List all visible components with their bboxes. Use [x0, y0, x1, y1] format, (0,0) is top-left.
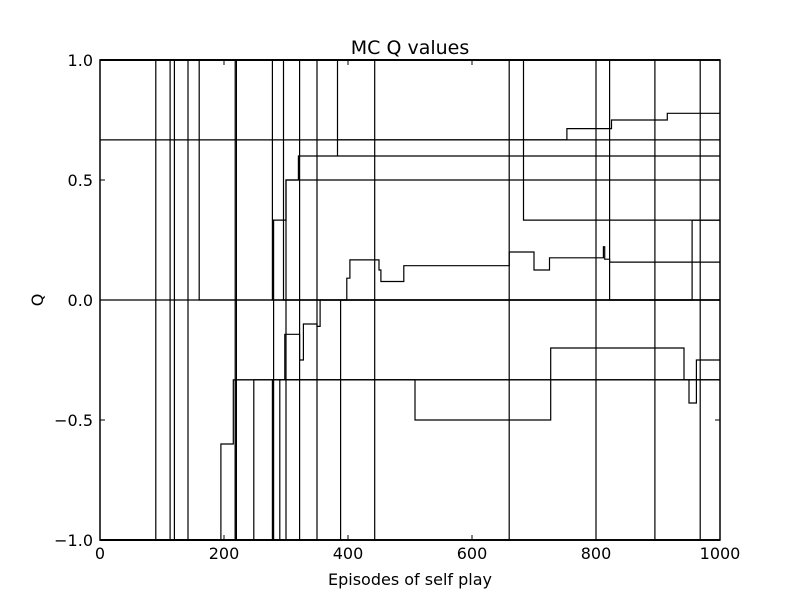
x-tick-label: 600: [457, 544, 488, 563]
y-tick-label: −1.0: [54, 531, 93, 550]
series-line-28: [100, 219, 720, 301]
x-tick-label: 800: [581, 544, 612, 563]
series-line-18: [100, 59, 720, 156]
x-tick-label: 1000: [700, 544, 741, 563]
plot-frame: [99, 59, 721, 541]
series-line-19: [100, 246, 720, 541]
y-axis-label: Q: [28, 294, 47, 307]
series-line-11: [100, 179, 720, 541]
series-line-9: [100, 379, 720, 541]
series-line-14: [100, 379, 720, 541]
x-tick-label: 400: [333, 544, 364, 563]
plot-area: [99, 59, 721, 541]
x-tick-label: 200: [209, 544, 240, 563]
series-line-24: [100, 112, 720, 141]
y-tick-label: 0.0: [68, 291, 93, 310]
x-tick-label: 0: [95, 544, 105, 563]
series-line-6: [100, 379, 720, 541]
series-line-21: [100, 347, 720, 541]
y-tick-label: −0.5: [54, 411, 93, 430]
y-tick-label: 0.5: [68, 171, 93, 190]
y-tick-label: 1.0: [68, 51, 93, 70]
chart-title: MC Q values: [351, 37, 470, 59]
tick-labels: 0 200 400 600 800 1000 1.0 0.5 0.0 −0.5 −1.0: [54, 51, 740, 563]
x-axis-label: Episodes of self play: [328, 570, 492, 589]
series-line-15: [100, 299, 720, 541]
